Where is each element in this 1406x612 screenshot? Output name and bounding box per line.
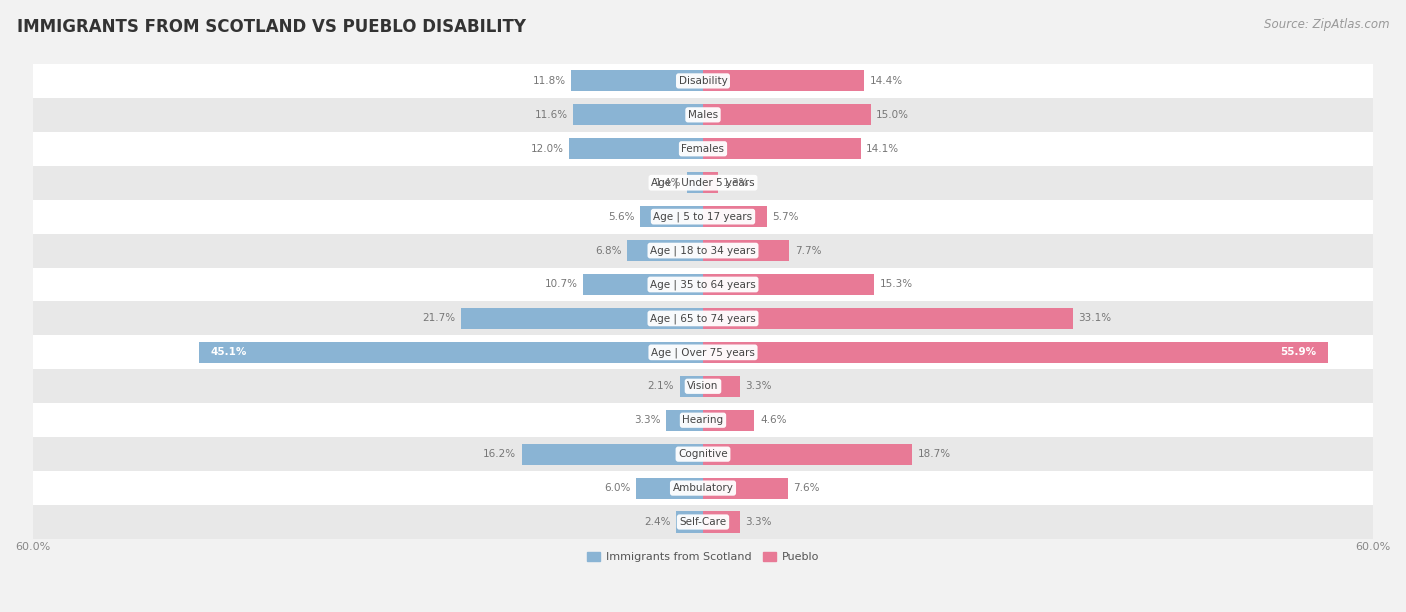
Bar: [627, 240, 703, 261]
Text: Age | 18 to 34 years: Age | 18 to 34 years: [650, 245, 756, 256]
Text: 55.9%: 55.9%: [1281, 348, 1316, 357]
Text: 2.1%: 2.1%: [647, 381, 673, 391]
Bar: [703, 206, 766, 227]
Bar: [703, 274, 875, 295]
Text: 1.4%: 1.4%: [655, 177, 682, 188]
Bar: [703, 512, 740, 532]
Text: 3.3%: 3.3%: [745, 381, 772, 391]
Text: 16.2%: 16.2%: [484, 449, 516, 459]
Text: Age | 65 to 74 years: Age | 65 to 74 years: [650, 313, 756, 324]
Text: 33.1%: 33.1%: [1078, 313, 1112, 323]
Bar: [32, 403, 1374, 437]
Bar: [522, 444, 703, 465]
Bar: [32, 200, 1374, 234]
Text: 10.7%: 10.7%: [546, 280, 578, 289]
Text: 14.4%: 14.4%: [869, 76, 903, 86]
Text: Self-Care: Self-Care: [679, 517, 727, 527]
Bar: [703, 70, 863, 91]
Bar: [703, 342, 1327, 363]
Bar: [32, 98, 1374, 132]
Text: 6.8%: 6.8%: [595, 245, 621, 256]
Text: 15.0%: 15.0%: [876, 110, 910, 120]
Text: 7.7%: 7.7%: [794, 245, 821, 256]
Bar: [703, 240, 789, 261]
Bar: [32, 505, 1374, 539]
Text: 5.6%: 5.6%: [609, 212, 636, 222]
Bar: [703, 409, 755, 431]
Text: Females: Females: [682, 144, 724, 154]
Text: 18.7%: 18.7%: [918, 449, 950, 459]
Bar: [703, 477, 787, 499]
Text: 21.7%: 21.7%: [422, 313, 456, 323]
Bar: [200, 342, 703, 363]
Text: Disability: Disability: [679, 76, 727, 86]
Text: Age | Over 75 years: Age | Over 75 years: [651, 347, 755, 357]
Text: 6.0%: 6.0%: [605, 483, 630, 493]
Bar: [640, 206, 703, 227]
Bar: [32, 166, 1374, 200]
Bar: [636, 477, 703, 499]
Bar: [32, 132, 1374, 166]
Legend: Immigrants from Scotland, Pueblo: Immigrants from Scotland, Pueblo: [582, 547, 824, 567]
Text: 15.3%: 15.3%: [880, 280, 912, 289]
Text: 11.8%: 11.8%: [533, 76, 565, 86]
Text: 4.6%: 4.6%: [761, 415, 786, 425]
Text: Age | 35 to 64 years: Age | 35 to 64 years: [650, 279, 756, 289]
Text: 1.3%: 1.3%: [723, 177, 749, 188]
Bar: [32, 437, 1374, 471]
Bar: [679, 376, 703, 397]
Bar: [583, 274, 703, 295]
Bar: [569, 138, 703, 159]
Text: 3.3%: 3.3%: [745, 517, 772, 527]
Bar: [32, 369, 1374, 403]
Bar: [32, 64, 1374, 98]
Text: Hearing: Hearing: [682, 415, 724, 425]
Bar: [32, 234, 1374, 267]
Bar: [32, 471, 1374, 505]
Bar: [703, 104, 870, 125]
Bar: [571, 70, 703, 91]
Text: Males: Males: [688, 110, 718, 120]
Text: Age | 5 to 17 years: Age | 5 to 17 years: [654, 211, 752, 222]
Text: IMMIGRANTS FROM SCOTLAND VS PUEBLO DISABILITY: IMMIGRANTS FROM SCOTLAND VS PUEBLO DISAB…: [17, 18, 526, 36]
Text: Vision: Vision: [688, 381, 718, 391]
Bar: [32, 302, 1374, 335]
Text: 7.6%: 7.6%: [793, 483, 820, 493]
Bar: [703, 376, 740, 397]
Text: Cognitive: Cognitive: [678, 449, 728, 459]
Bar: [461, 308, 703, 329]
Bar: [703, 308, 1073, 329]
Text: Ambulatory: Ambulatory: [672, 483, 734, 493]
Text: 12.0%: 12.0%: [530, 144, 564, 154]
Text: 11.6%: 11.6%: [534, 110, 568, 120]
Bar: [703, 172, 717, 193]
Bar: [688, 172, 703, 193]
Text: 2.4%: 2.4%: [644, 517, 671, 527]
Text: 45.1%: 45.1%: [211, 348, 246, 357]
Bar: [32, 267, 1374, 302]
Text: Source: ZipAtlas.com: Source: ZipAtlas.com: [1264, 18, 1389, 31]
Bar: [676, 512, 703, 532]
Bar: [574, 104, 703, 125]
Bar: [666, 409, 703, 431]
Text: 3.3%: 3.3%: [634, 415, 661, 425]
Bar: [32, 335, 1374, 369]
Text: Age | Under 5 years: Age | Under 5 years: [651, 177, 755, 188]
Text: 14.1%: 14.1%: [866, 144, 900, 154]
Bar: [703, 444, 912, 465]
Bar: [703, 138, 860, 159]
Text: 5.7%: 5.7%: [772, 212, 799, 222]
